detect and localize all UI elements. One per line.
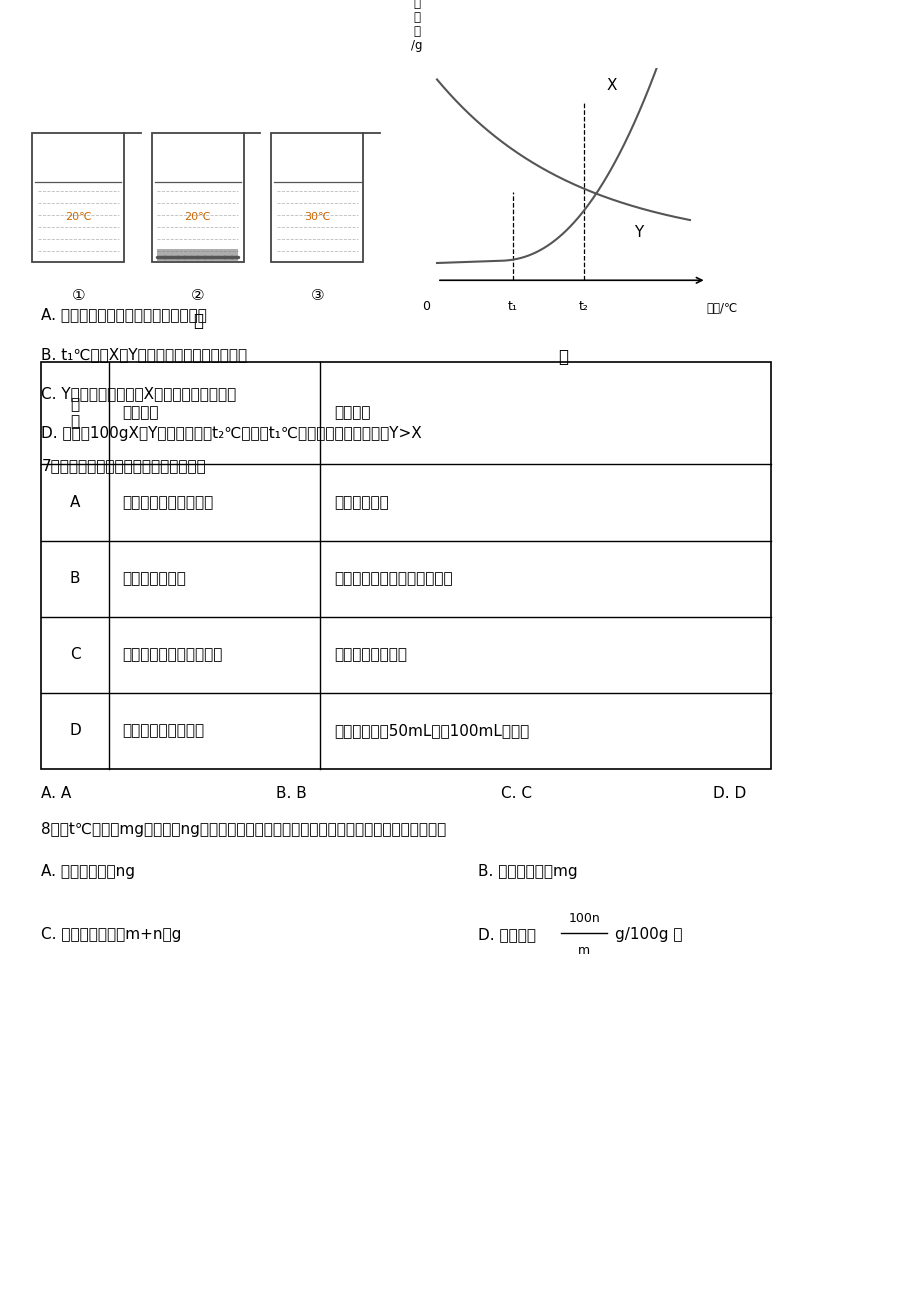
Text: 除去粗盐中的难溢性杂质: 除去粗盐中的难溢性杂质: [122, 647, 222, 663]
Text: D. 分别将100gX、Y的饱和溶液从t₂℃降温到t₁℃，所得到的溶液质量：Y>X: D. 分别将100gX、Y的饱和溶液从t₂℃降温到t₁℃，所得到的溶液质量：Y>…: [41, 426, 422, 441]
Text: 实验方案: 实验方案: [334, 406, 370, 421]
Text: C. Y代表该固体物质，X代表另一种固体物质: C. Y代表该固体物质，X代表另一种固体物质: [41, 387, 236, 401]
Text: 乙: 乙: [558, 348, 568, 366]
Text: X: X: [606, 78, 617, 94]
Text: B. 溶剂的质量是mg: B. 溶剂的质量是mg: [478, 863, 577, 879]
Text: 用活性炭吸附: 用活性炭吸附: [334, 495, 389, 510]
Text: 7、下列实验方案不能达到实验目的的是: 7、下列实验方案不能达到实验目的的是: [41, 458, 206, 473]
Text: 8、在t℃时，向mg水中加入ng硬酸鑄晶体，充分搅拌后得到硬酸鑄溶液。有关说法正确的是: 8、在t℃时，向mg水中加入ng硬酸鑄晶体，充分搅拌后得到硬酸鑄溶液。有关说法正…: [41, 822, 446, 837]
Text: 鉴别硬水和软水: 鉴别硬水和软水: [122, 572, 186, 586]
Text: B. t₁℃时，X、Y溶液中溶质的质量分数相等: B. t₁℃时，X、Y溶液中溶质的质量分数相等: [41, 346, 247, 362]
Text: 探究分子之间有空隙: 探究分子之间有空隙: [122, 724, 204, 738]
Bar: [271, 133, 363, 263]
Text: 取样，分别加入肥皂水，振荡: 取样，分别加入肥皂水，振荡: [334, 572, 452, 586]
Text: B. B: B. B: [276, 786, 306, 801]
Text: D. D: D. D: [712, 786, 745, 801]
Text: Y: Y: [634, 225, 643, 241]
Text: 20℃: 20℃: [65, 212, 91, 223]
Text: C: C: [70, 647, 80, 663]
Text: 温度/℃: 温度/℃: [706, 302, 737, 315]
Bar: [157, 249, 238, 262]
Text: 100n: 100n: [568, 911, 599, 924]
Bar: [32, 133, 124, 263]
Bar: [41, 362, 770, 769]
Text: t₁: t₁: [507, 299, 517, 312]
Text: 实验目的: 实验目的: [122, 406, 159, 421]
Text: D. 溶解度是: D. 溶解度是: [478, 927, 536, 941]
Text: 溶解，蒸发，结晶: 溶解，蒸发，结晶: [334, 647, 406, 663]
Text: 30℃: 30℃: [304, 212, 330, 223]
Text: 甲: 甲: [193, 312, 202, 331]
Text: g/100g 水: g/100g 水: [614, 927, 681, 941]
Text: 溶
解
度
/g: 溶 解 度 /g: [411, 0, 422, 52]
Text: A: A: [70, 495, 80, 510]
Text: A. 溶质的质量是ng: A. 溶质的质量是ng: [41, 863, 135, 879]
Text: ①: ①: [72, 288, 85, 302]
Text: 将水、酒精和50mL倒入100mL量筒中: 将水、酒精和50mL倒入100mL量筒中: [334, 724, 528, 738]
Text: A. A: A. A: [41, 786, 72, 801]
Text: D: D: [69, 724, 81, 738]
Text: A. 三个烧杯中形成的溶液都是饱和溶液: A. 三个烧杯中形成的溶液都是饱和溶液: [41, 307, 207, 323]
Text: 除去水中的异味和色素: 除去水中的异味和色素: [122, 495, 213, 510]
Bar: [152, 133, 244, 263]
Text: ③: ③: [311, 288, 323, 302]
Text: m: m: [577, 944, 590, 957]
Text: C. 溶液的质量是（m+n）g: C. 溶液的质量是（m+n）g: [41, 927, 182, 941]
Text: B: B: [70, 572, 80, 586]
Text: t₂: t₂: [578, 299, 588, 312]
Text: 20℃: 20℃: [185, 212, 210, 223]
Text: C. C: C. C: [501, 786, 532, 801]
Text: 0: 0: [422, 299, 429, 312]
Text: ②: ②: [191, 288, 204, 302]
Text: 选
项: 选 项: [71, 397, 79, 430]
